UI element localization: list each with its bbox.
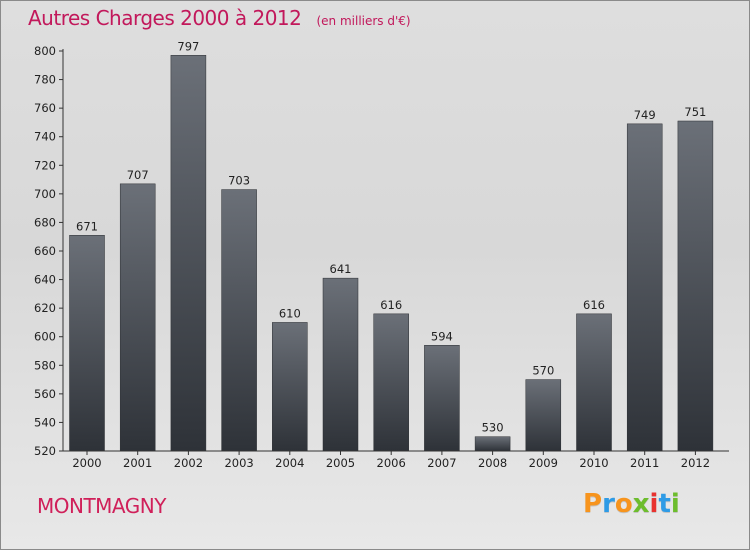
bar (525, 379, 562, 452)
data-label: 594 (431, 329, 453, 343)
data-label: 671 (76, 219, 98, 233)
data-label: 707 (127, 168, 149, 182)
y-tick-label: 660 (34, 244, 56, 258)
x-tick-label: 2005 (326, 456, 355, 470)
y-tick-label: 760 (34, 101, 56, 115)
bar (322, 277, 359, 452)
logo-letter: x (632, 489, 650, 519)
logo-letter: r (602, 489, 615, 519)
bar (170, 55, 207, 452)
x-tick-label: 2004 (275, 456, 304, 470)
y-tick-label: 540 (34, 415, 56, 429)
bars: 671 707 797 703 610 641 616 594 530 570 616 749 751 (69, 39, 714, 452)
x-tick-label: 2012 (681, 456, 710, 470)
y-tick-label: 560 (34, 387, 56, 401)
proxiti-logo: Proxiti (583, 489, 680, 519)
x-tick-label: 2006 (377, 456, 406, 470)
y-axis: 520 540 560 580 600 620 640 660 680 700 720 740 760 7… (34, 44, 64, 458)
x-tick-label: 2008 (478, 456, 507, 470)
data-label: 751 (684, 105, 706, 119)
x-tick-label: 2003 (224, 456, 253, 470)
data-label: 797 (177, 39, 199, 53)
chart-title: Autres Charges 2000 à 2012 (en milliers … (28, 6, 411, 30)
y-tick-label: 580 (34, 358, 56, 372)
y-tick-label: 640 (34, 273, 56, 287)
logo-letter: i (649, 489, 659, 519)
y-tick-label: 700 (34, 187, 56, 201)
x-tick-label: 2002 (174, 456, 203, 470)
x-tick-label: 2000 (72, 456, 101, 470)
bar (424, 345, 460, 452)
y-tick-label: 740 (34, 130, 56, 144)
logo-letter: P (583, 489, 603, 519)
y-tick-label: 780 (34, 73, 56, 87)
data-label: 570 (532, 364, 554, 378)
x-tick-label: 2011 (630, 456, 659, 470)
logo-letter: i (670, 489, 680, 519)
data-label: 703 (228, 174, 250, 188)
bar (119, 183, 156, 452)
y-tick-label: 720 (34, 158, 56, 172)
bar (272, 322, 308, 452)
data-label: 616 (380, 298, 402, 312)
bar (221, 189, 257, 452)
y-tick-label: 520 (34, 444, 56, 458)
x-axis: 2000 2001 2002 2003 2004 2005 2006 2007 2008 2009… (63, 450, 729, 470)
x-tick-label: 2010 (579, 456, 608, 470)
data-label: 610 (279, 306, 301, 320)
logo-letter: o (614, 489, 633, 519)
chart-title-unit: (en milliers d'€) (316, 14, 411, 28)
chart-title-main: Autres Charges 2000 à 2012 (28, 6, 302, 30)
bar (677, 120, 714, 452)
y-tick-label: 800 (34, 44, 56, 58)
data-label: 641 (330, 262, 352, 276)
data-label: 530 (482, 421, 504, 435)
y-tick-label: 600 (34, 330, 56, 344)
y-tick-label: 620 (34, 301, 56, 315)
bar (576, 313, 612, 452)
y-tick-label: 680 (34, 215, 56, 229)
logo-letter: t (658, 489, 671, 519)
bar (474, 436, 511, 452)
bar (69, 235, 105, 452)
x-tick-label: 2001 (123, 456, 152, 470)
data-label: 616 (583, 298, 605, 312)
x-tick-label: 2009 (529, 456, 558, 470)
bar (373, 313, 409, 452)
data-label: 749 (634, 108, 656, 122)
x-tick-label: 2007 (427, 456, 456, 470)
bar (626, 123, 663, 452)
city-name: MONTMAGNY (37, 494, 166, 518)
